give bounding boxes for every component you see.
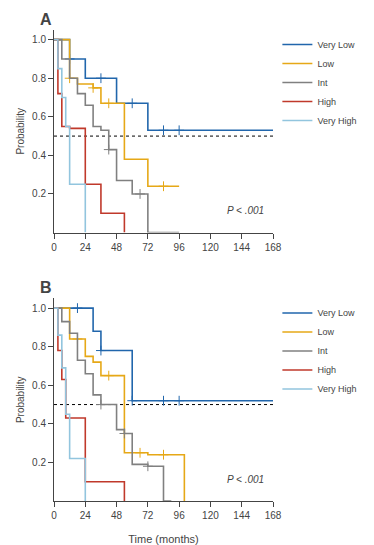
svg-text:Very High: Very High bbox=[317, 384, 356, 394]
svg-text:0.6: 0.6 bbox=[32, 380, 46, 391]
svg-text:72: 72 bbox=[142, 242, 154, 253]
svg-text:72: 72 bbox=[142, 510, 154, 521]
svg-text:168: 168 bbox=[265, 242, 282, 253]
svg-text:168: 168 bbox=[265, 510, 282, 521]
svg-text:24: 24 bbox=[80, 242, 92, 253]
svg-text:48: 48 bbox=[111, 510, 123, 521]
svg-text:0: 0 bbox=[51, 242, 57, 253]
svg-text:Int: Int bbox=[317, 346, 328, 356]
svg-text:P < .001: P < .001 bbox=[227, 474, 264, 485]
svg-text:96: 96 bbox=[174, 242, 186, 253]
svg-text:Low: Low bbox=[317, 59, 334, 69]
svg-text:0.4: 0.4 bbox=[32, 150, 46, 161]
svg-text:0.4: 0.4 bbox=[32, 418, 46, 429]
svg-text:48: 48 bbox=[111, 242, 123, 253]
svg-text:Very High: Very High bbox=[317, 116, 356, 126]
svg-text:144: 144 bbox=[233, 242, 250, 253]
svg-text:120: 120 bbox=[202, 242, 219, 253]
svg-text:0.8: 0.8 bbox=[32, 73, 46, 84]
svg-text:Very Low: Very Low bbox=[317, 308, 355, 318]
svg-text:96: 96 bbox=[174, 510, 186, 521]
svg-text:120: 120 bbox=[202, 510, 219, 521]
svg-text:Low: Low bbox=[317, 327, 334, 337]
svg-text:0.8: 0.8 bbox=[32, 341, 46, 352]
svg-text:P < .001: P < .001 bbox=[227, 205, 264, 216]
svg-text:0.2: 0.2 bbox=[32, 188, 46, 199]
svg-text:Probability: Probability bbox=[15, 376, 26, 423]
svg-text:Very Low: Very Low bbox=[317, 40, 355, 50]
svg-text:Int: Int bbox=[317, 78, 328, 88]
svg-text:0: 0 bbox=[51, 510, 57, 521]
svg-text:0.2: 0.2 bbox=[32, 457, 46, 468]
svg-text:144: 144 bbox=[233, 510, 250, 521]
svg-text:0.6: 0.6 bbox=[32, 111, 46, 122]
svg-text:24: 24 bbox=[80, 510, 92, 521]
svg-text:A: A bbox=[40, 11, 52, 28]
svg-text:Probability: Probability bbox=[15, 108, 26, 155]
svg-text:1.0: 1.0 bbox=[32, 303, 46, 314]
svg-text:High: High bbox=[317, 365, 336, 375]
svg-text:1.0: 1.0 bbox=[32, 34, 46, 45]
svg-text:High: High bbox=[317, 97, 336, 107]
svg-text:B: B bbox=[40, 279, 52, 296]
svg-text:Time (months): Time (months) bbox=[128, 533, 199, 545]
